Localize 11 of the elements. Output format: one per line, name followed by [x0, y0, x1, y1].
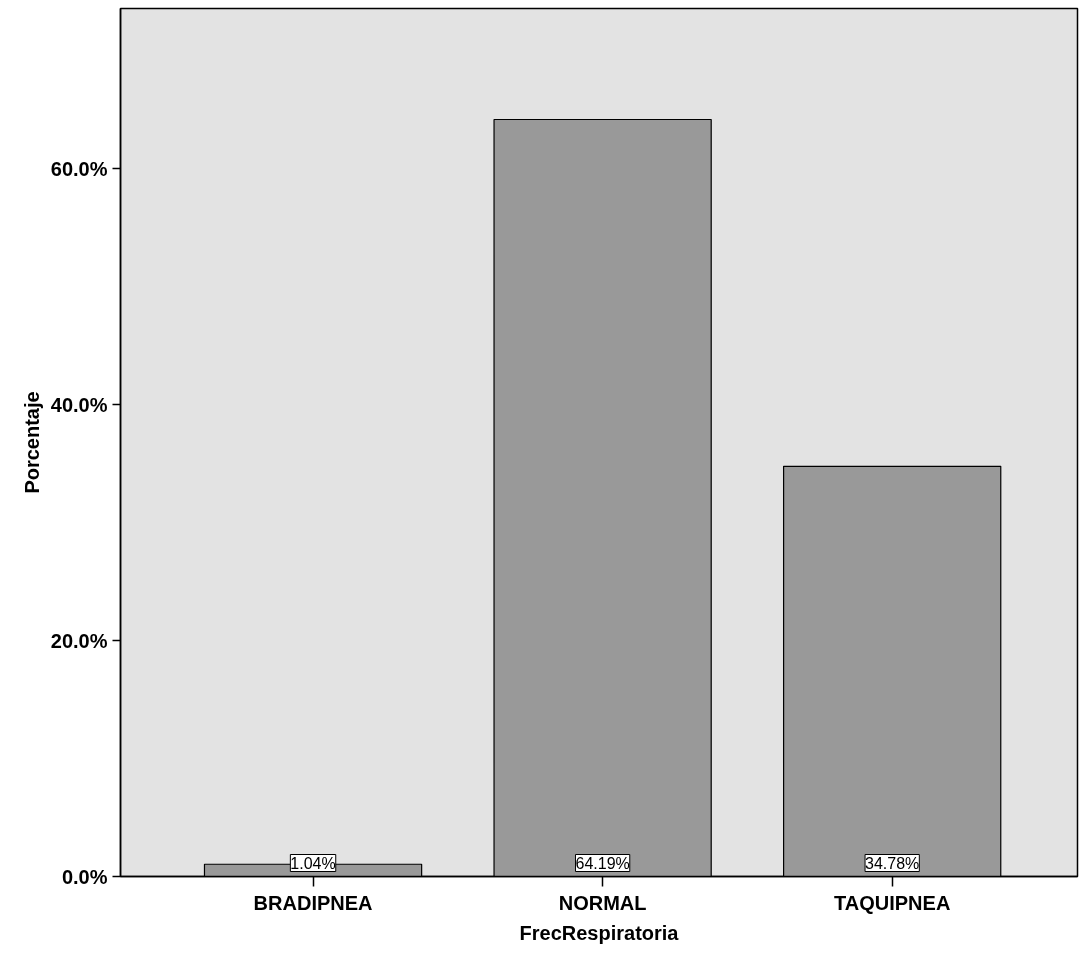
x-tick-label: TAQUIPNEA	[834, 891, 951, 914]
data-label: 64.19%	[575, 854, 630, 872]
x-tick-label: NORMAL	[558, 891, 647, 914]
y-tick-label: 40.0%	[50, 393, 108, 416]
y-tick-label: 0.0%	[61, 865, 108, 888]
y-tick-label: 60.0%	[50, 157, 108, 180]
x-axis-title: FrecRespiratoria	[519, 921, 680, 944]
x-tick-label: BRADIPNEA	[253, 891, 373, 914]
data-label: 1.04%	[290, 854, 336, 872]
y-axis-title: Porcentaje	[20, 391, 43, 494]
y-tick-label: 20.0%	[50, 629, 108, 652]
